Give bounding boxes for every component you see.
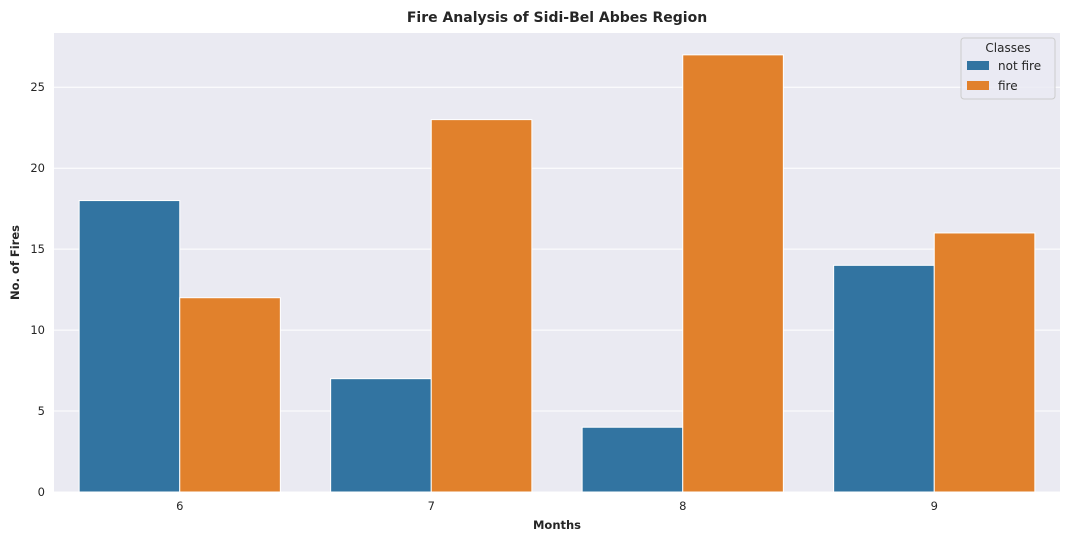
x-tick-labels: 6 7 8 9: [176, 499, 938, 513]
y-tick-label: 25: [30, 80, 45, 94]
x-axis-label: Months: [533, 518, 581, 532]
bar-fire-8: [682, 54, 784, 493]
y-tick-label: 10: [30, 323, 45, 337]
chart-title: Fire Analysis of Sidi-Bel Abbes Region: [407, 10, 707, 26]
bars: [78, 54, 1036, 493]
y-tick-labels: 0 5 10 15 20 25: [30, 80, 45, 499]
x-tick-label: 9: [931, 499, 938, 513]
bar-fire-9: [933, 232, 1036, 493]
bar-not-fire-9: [833, 264, 935, 493]
bar-fire-7: [430, 119, 533, 493]
y-tick-label: 5: [38, 404, 45, 418]
x-tick-label: 8: [679, 499, 686, 513]
legend-title: Classes: [985, 41, 1030, 55]
bar-not-fire-8: [581, 426, 684, 493]
legend-swatch: [967, 61, 989, 70]
x-tick-label: 7: [428, 499, 435, 513]
y-tick-label: 0: [38, 485, 45, 499]
bar-fire-6: [179, 297, 281, 493]
x-tick-label: 6: [176, 499, 183, 513]
y-tick-label: 15: [30, 242, 45, 256]
y-tick-label: 20: [30, 161, 45, 175]
legend-entry: fire: [998, 79, 1018, 93]
bar-not-fire-6: [78, 200, 181, 493]
y-axis-label: No. of Fires: [8, 225, 22, 300]
legend-entry: not fire: [998, 59, 1041, 73]
legend: Classes not fire fire: [960, 37, 1056, 100]
bar-not-fire-7: [330, 378, 432, 493]
legend-swatch: [967, 81, 989, 90]
